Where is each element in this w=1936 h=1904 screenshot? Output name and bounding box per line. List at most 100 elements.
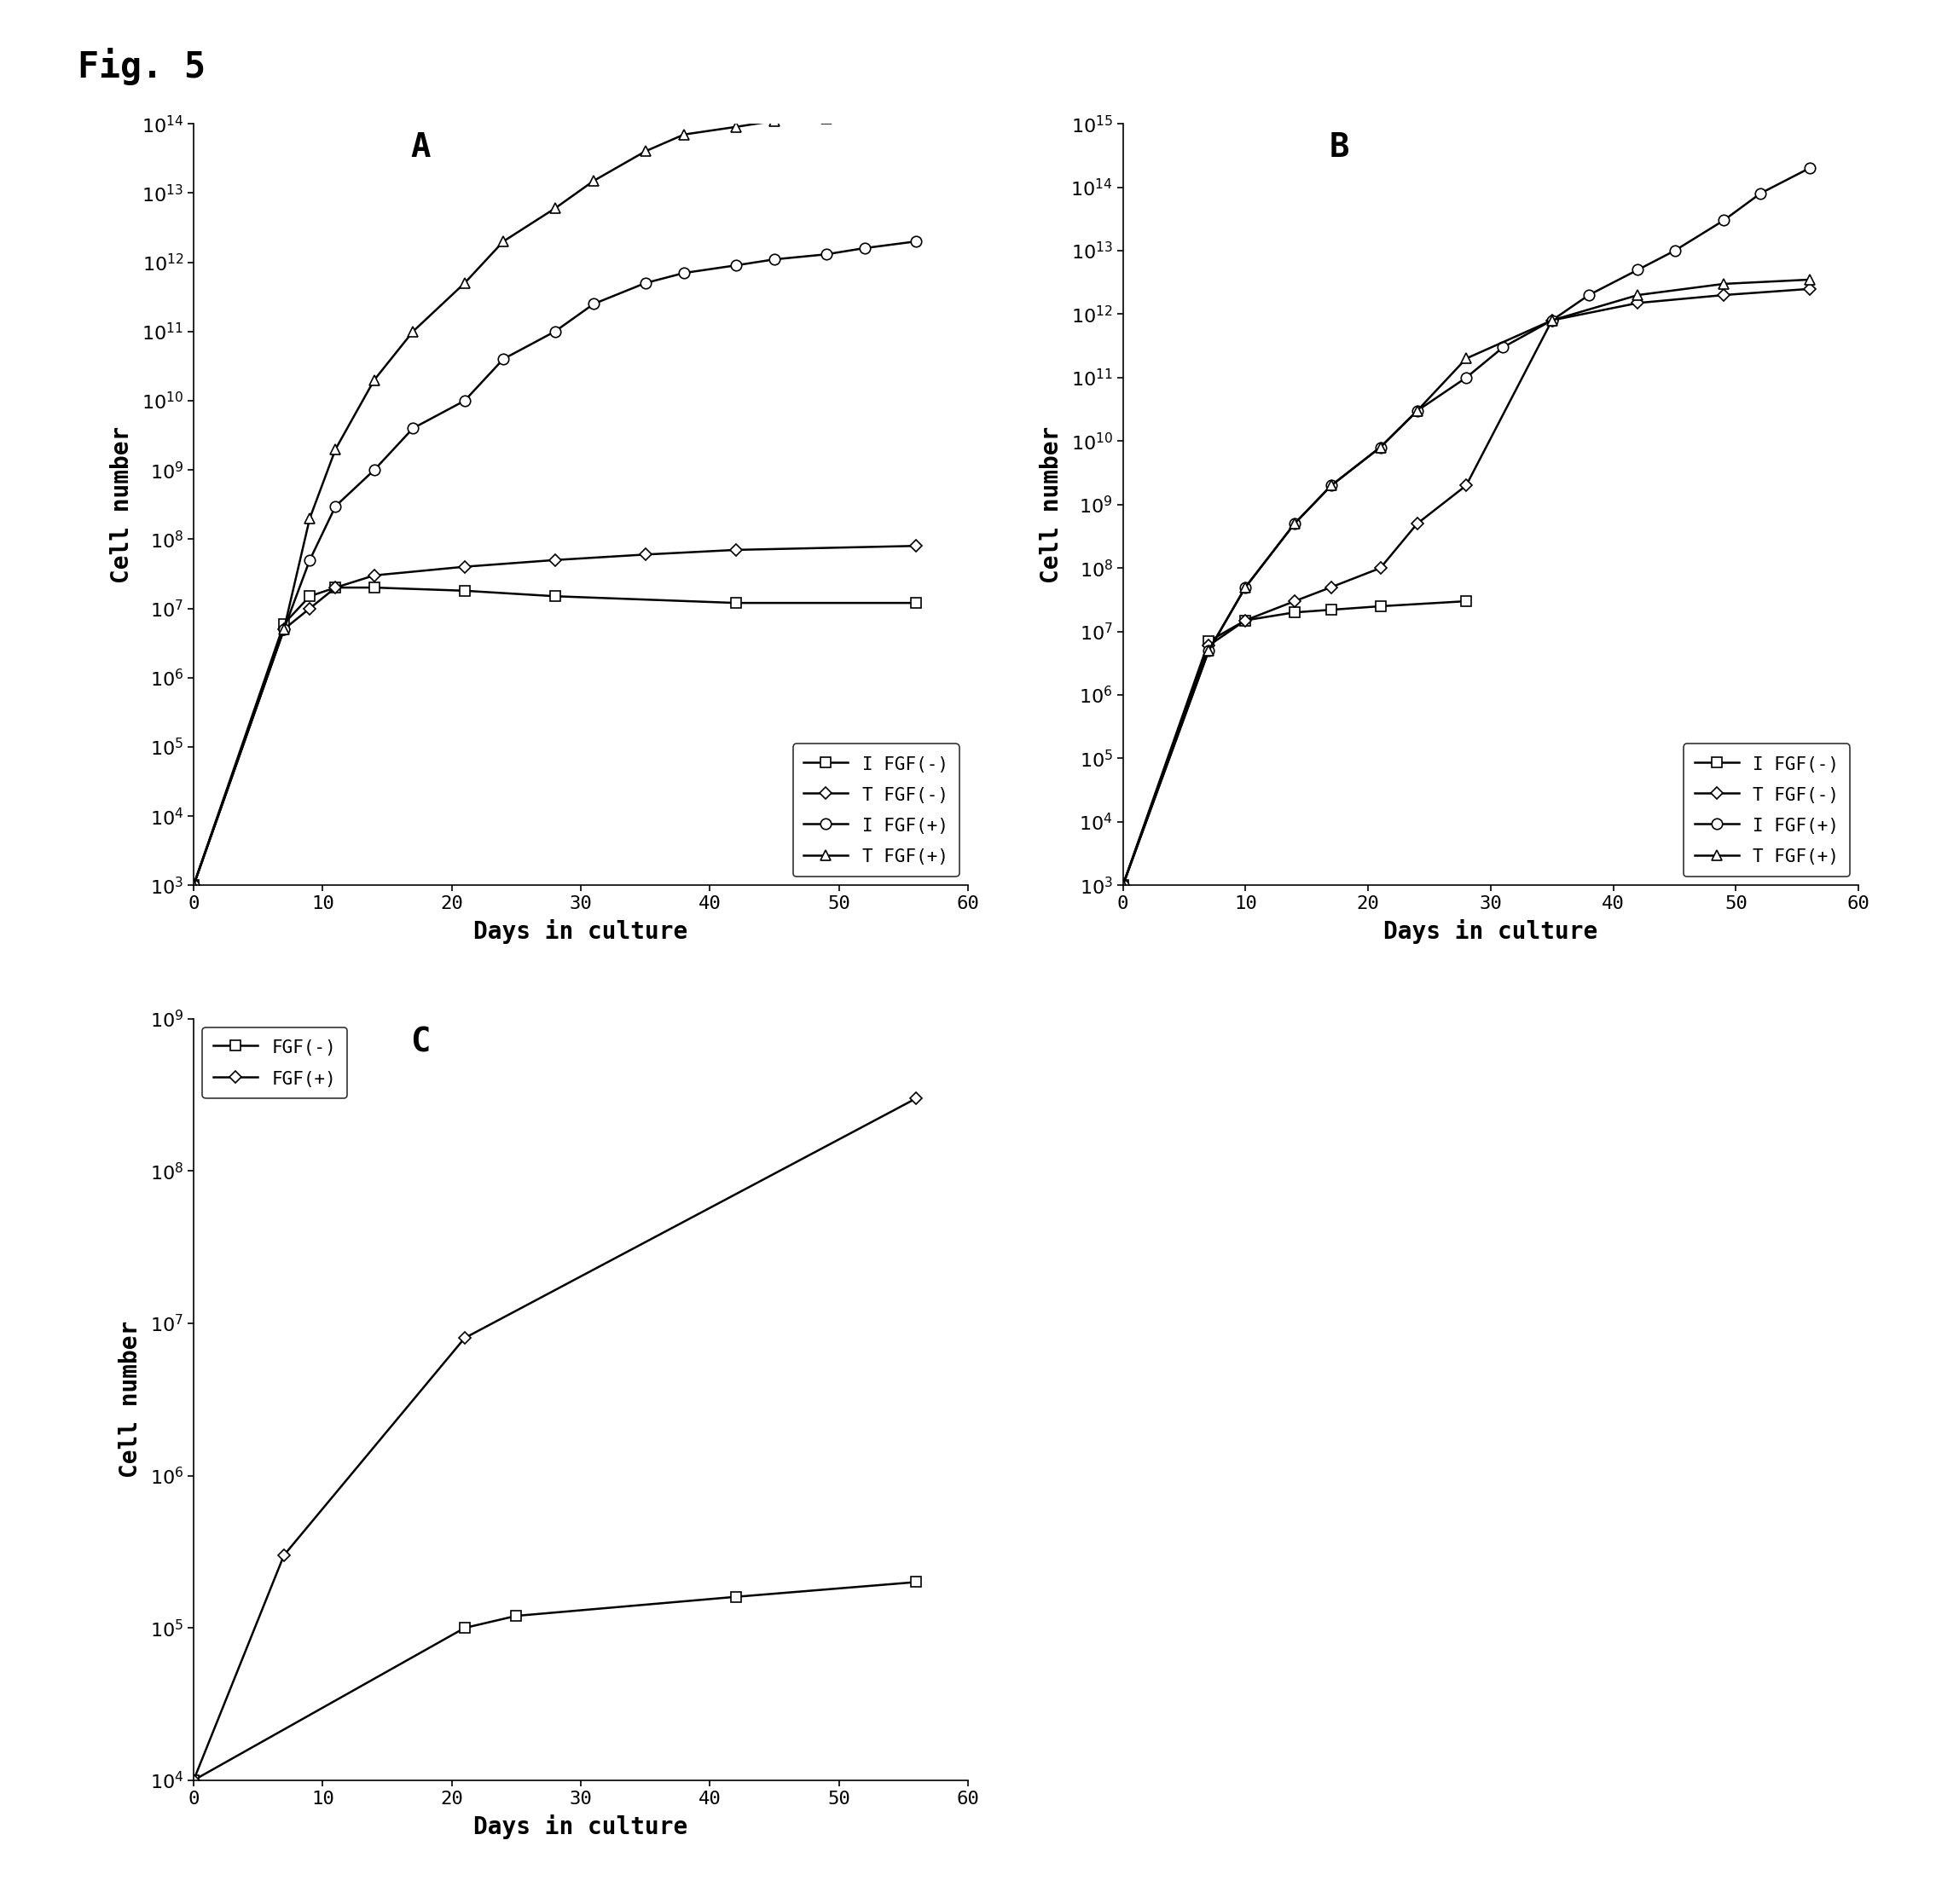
T FGF(+) xyxy=(763,109,786,131)
T FGF(+) xyxy=(633,139,656,162)
T FGF(+) xyxy=(1406,400,1429,423)
T FGF(+) xyxy=(362,369,385,392)
T FGF(+) xyxy=(401,320,424,343)
T FGF(-) xyxy=(1284,590,1307,613)
X-axis label: Days in culture: Days in culture xyxy=(474,920,687,944)
X-axis label: Days in culture: Days in culture xyxy=(1384,920,1597,944)
I FGF(-) xyxy=(362,577,385,600)
I FGF(+) xyxy=(724,253,747,276)
T FGF(-) xyxy=(298,598,321,621)
Line: T FGF(-): T FGF(-) xyxy=(1119,286,1814,889)
T FGF(+) xyxy=(1454,347,1477,369)
T FGF(+) xyxy=(1233,575,1256,598)
Line: T FGF(+): T FGF(+) xyxy=(188,109,922,891)
T FGF(+) xyxy=(1541,308,1564,331)
Y-axis label: Cell number: Cell number xyxy=(1040,426,1063,583)
I FGF(+) xyxy=(1748,183,1771,206)
I FGF(+) xyxy=(1406,400,1429,423)
I FGF(-) xyxy=(1320,598,1344,621)
FGF(-) xyxy=(724,1586,747,1609)
T FGF(+) xyxy=(1369,436,1392,459)
T FGF(-) xyxy=(273,617,296,640)
FGF(+) xyxy=(273,1544,296,1567)
I FGF(+) xyxy=(1541,308,1564,331)
I FGF(-) xyxy=(1454,590,1477,613)
I FGF(+) xyxy=(1491,335,1514,358)
Line: FGF(+): FGF(+) xyxy=(190,1095,920,1784)
T FGF(-) xyxy=(323,577,347,600)
I FGF(-) xyxy=(182,874,205,897)
T FGF(+) xyxy=(453,272,476,295)
FGF(+) xyxy=(904,1087,927,1110)
T FGF(-) xyxy=(362,564,385,586)
T FGF(+) xyxy=(1626,284,1649,307)
I FGF(+) xyxy=(1233,575,1256,598)
FGF(-) xyxy=(505,1605,529,1628)
T FGF(-) xyxy=(1799,278,1822,301)
Text: C: C xyxy=(410,1026,430,1059)
I FGF(-) xyxy=(544,585,567,607)
T FGF(-) xyxy=(1711,284,1735,307)
FGF(-) xyxy=(904,1571,927,1594)
Line: I FGF(-): I FGF(-) xyxy=(188,583,922,891)
I FGF(-) xyxy=(273,613,296,636)
FGF(+) xyxy=(182,1769,205,1792)
I FGF(+) xyxy=(544,320,567,343)
I FGF(+) xyxy=(182,874,205,897)
Text: Fig. 5: Fig. 5 xyxy=(77,48,205,86)
Line: T FGF(+): T FGF(+) xyxy=(1117,274,1814,891)
T FGF(+) xyxy=(1196,640,1220,663)
I FGF(+) xyxy=(1196,640,1220,663)
I FGF(+) xyxy=(1454,366,1477,388)
T FGF(-) xyxy=(453,556,476,579)
T FGF(-) xyxy=(633,543,656,565)
T FGF(-) xyxy=(724,539,747,562)
I FGF(+) xyxy=(323,495,347,518)
I FGF(+) xyxy=(1111,874,1134,897)
T FGF(+) xyxy=(323,438,347,461)
I FGF(+) xyxy=(273,617,296,640)
T FGF(+) xyxy=(298,506,321,529)
I FGF(+) xyxy=(854,236,877,259)
T FGF(+) xyxy=(1799,268,1822,291)
T FGF(+) xyxy=(815,107,838,129)
I FGF(+) xyxy=(453,388,476,411)
I FGF(+) xyxy=(1711,209,1735,232)
I FGF(-) xyxy=(1369,594,1392,617)
I FGF(-) xyxy=(1196,630,1220,653)
FGF(-) xyxy=(182,1769,205,1792)
I FGF(+) xyxy=(583,293,606,316)
Line: FGF(-): FGF(-) xyxy=(188,1577,922,1786)
I FGF(+) xyxy=(633,272,656,295)
T FGF(-) xyxy=(1320,575,1344,598)
T FGF(+) xyxy=(904,103,927,126)
T FGF(-) xyxy=(1111,874,1134,897)
T FGF(+) xyxy=(724,116,747,139)
FGF(+) xyxy=(453,1327,476,1350)
Legend: I FGF(-), T FGF(-), I FGF(+), T FGF(+): I FGF(-), T FGF(-), I FGF(+), T FGF(+) xyxy=(1684,744,1849,876)
I FGF(-) xyxy=(1284,602,1307,625)
I FGF(-) xyxy=(1111,874,1134,897)
I FGF(+) xyxy=(492,348,515,371)
T FGF(+) xyxy=(273,617,296,640)
Line: I FGF(+): I FGF(+) xyxy=(188,236,922,891)
Line: I FGF(-): I FGF(-) xyxy=(1117,596,1471,891)
X-axis label: Days in culture: Days in culture xyxy=(474,1815,687,1839)
T FGF(+) xyxy=(544,196,567,219)
Legend: I FGF(-), T FGF(-), I FGF(+), T FGF(+): I FGF(-), T FGF(-), I FGF(+), T FGF(+) xyxy=(794,744,958,876)
I FGF(+) xyxy=(401,417,424,440)
T FGF(+) xyxy=(1284,512,1307,535)
I FGF(+) xyxy=(1369,436,1392,459)
I FGF(+) xyxy=(763,248,786,270)
I FGF(-) xyxy=(1233,609,1256,632)
T FGF(-) xyxy=(1196,634,1220,657)
T FGF(+) xyxy=(1111,874,1134,897)
Text: B: B xyxy=(1328,131,1349,164)
Text: A: A xyxy=(410,131,430,164)
T FGF(+) xyxy=(1320,474,1344,497)
T FGF(-) xyxy=(1406,512,1429,535)
I FGF(+) xyxy=(672,261,695,284)
T FGF(-) xyxy=(182,874,205,897)
I FGF(+) xyxy=(1320,474,1344,497)
I FGF(+) xyxy=(815,244,838,267)
